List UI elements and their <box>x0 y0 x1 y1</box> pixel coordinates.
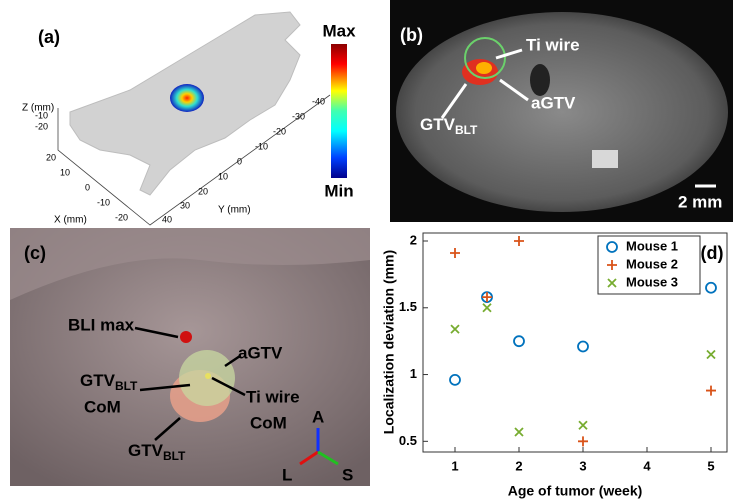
legend-label: Mouse 2 <box>626 256 678 271</box>
gtv-main: GTV <box>420 115 456 134</box>
y-tick-label: 0.5 <box>399 433 417 448</box>
x-tick-label: 2 <box>515 458 522 473</box>
panel-c: (c) BLI max aGTV GTVBLT CoM Ti wire CoM … <box>10 228 370 486</box>
ct-cavity <box>530 64 550 96</box>
z-tick-label: -20 <box>35 121 48 131</box>
y-tick-label: -20 <box>273 126 286 136</box>
y-tick-label: 1.5 <box>399 299 417 314</box>
y-tick-label: 40 <box>162 214 172 224</box>
ct-bone <box>592 150 618 168</box>
bli-max-label: BLI max <box>68 315 135 334</box>
x-tick-label: 5 <box>707 458 714 473</box>
axis-label: L <box>282 465 292 484</box>
colorbar-min: Min <box>324 181 353 200</box>
axis-label: A <box>312 407 324 426</box>
panel-label: (d) <box>701 243 724 263</box>
panel-label: (c) <box>24 243 46 263</box>
gtv-sub: BLT <box>455 123 478 137</box>
axis-label: S <box>342 465 353 484</box>
y-tick-label: 20 <box>198 186 208 196</box>
agtv-label: aGTV <box>531 93 576 112</box>
x-tick-label: -10 <box>97 197 110 207</box>
heatmap <box>170 84 204 112</box>
gtv-sub: BLT <box>115 379 138 393</box>
y-axis-label: Y (mm) <box>218 205 251 216</box>
panel-label: (a) <box>38 27 60 47</box>
y-tick-label: 0 <box>237 156 242 166</box>
agtv-label: aGTV <box>238 343 283 362</box>
ti-wire-com-label: Ti wire <box>246 387 300 406</box>
scale-bar-label: 2 mm <box>678 192 722 211</box>
gtv-main: GTV <box>128 441 164 460</box>
x-tick-label: 0 <box>85 182 90 192</box>
x-tick-label: 3 <box>579 458 586 473</box>
colorbar-max: Max <box>322 21 356 40</box>
panel-b: (b) Ti wire aGTV GTVBLT 2 mm <box>390 0 733 222</box>
z-tick-label: -10 <box>35 110 48 120</box>
bli-max-point <box>180 331 192 343</box>
x-tick-label: 1 <box>451 458 458 473</box>
x-tick-label: 4 <box>643 458 651 473</box>
ti-wire-label: Ti wire <box>526 35 580 54</box>
figure: (a) Max Min Z (mm) X (mm) Y (mm) -10-202… <box>0 0 733 502</box>
gtv-sub: BLT <box>163 449 186 463</box>
gtv-com-label-2: CoM <box>84 397 121 416</box>
panel-a: (a) Max Min Z (mm) X (mm) Y (mm) -10-202… <box>22 12 356 226</box>
y-tick-label: -10 <box>255 141 268 151</box>
x-tick-label: -20 <box>115 212 128 222</box>
y-tick-label: 10 <box>218 171 228 181</box>
legend-label: Mouse 3 <box>626 274 678 289</box>
legend-label: Mouse 1 <box>626 238 678 253</box>
colorbar <box>331 44 347 178</box>
gtv-core <box>476 62 492 74</box>
panel-d: (d) Age of tumor (week) Localization dev… <box>381 232 727 498</box>
y-tick-label: -30 <box>292 111 305 121</box>
ti-wire-com-label-2: CoM <box>250 413 287 432</box>
y-tick-label: -40 <box>312 96 325 106</box>
x-axis-label: Age of tumor (week) <box>508 483 643 499</box>
y-axis-label: Localization deviation (mm) <box>381 250 397 434</box>
ti-wire-com <box>205 373 211 379</box>
x-tick-label: 10 <box>60 167 70 177</box>
gtv-main: GTV <box>80 371 116 390</box>
y-tick-label: 2 <box>410 232 417 247</box>
panel-label: (b) <box>400 25 423 45</box>
y-tick-label: 30 <box>180 200 190 210</box>
y-tick-label: 1 <box>410 366 417 381</box>
x-axis-label: X (mm) <box>54 215 87 226</box>
x-tick-label: 20 <box>46 152 56 162</box>
